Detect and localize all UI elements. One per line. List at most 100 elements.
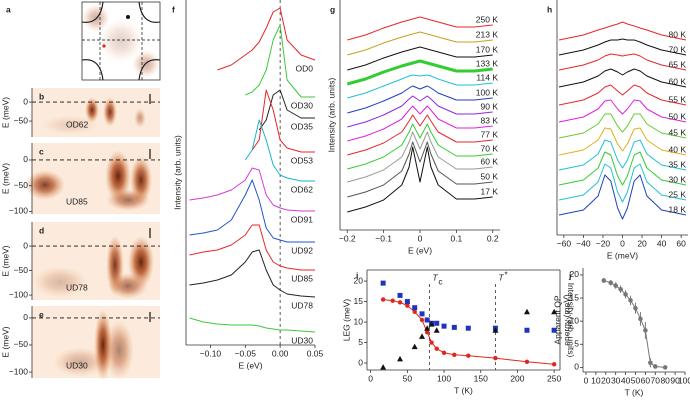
curve-label: OD0	[296, 63, 314, 73]
curve-label: UD85	[291, 273, 313, 283]
y-axis-label: E (meV)	[0, 97, 10, 128]
x-tick-label: 0	[418, 233, 423, 243]
y-tick-label: −50	[14, 265, 29, 275]
panel-letter: g	[330, 4, 335, 14]
arpes-intensity	[103, 97, 117, 127]
data-point	[466, 353, 471, 358]
data-point	[623, 292, 628, 297]
sample-label: OD62	[66, 119, 88, 129]
arpes-intensity	[106, 189, 150, 211]
y-axis-label: Apparent QP	[552, 295, 562, 344]
sample-label: UD85	[66, 196, 88, 206]
panel-letter: d	[39, 225, 44, 235]
curve-label: 114 K	[476, 72, 498, 82]
data-point	[601, 278, 607, 283]
x-tick-label: −20	[596, 238, 611, 248]
curve-label: UD78	[291, 300, 313, 310]
curve-label: 18 K	[669, 204, 687, 214]
y-tick-label: 5	[574, 339, 579, 349]
spectrum	[189, 224, 315, 271]
panel-letter: c	[39, 146, 44, 156]
x-tick-label: −0.05	[235, 348, 257, 358]
curve-label: UD30	[291, 335, 313, 345]
arpes-intensity	[134, 108, 146, 128]
curve-label: 50 K	[481, 171, 499, 181]
curve-label: 35 K	[669, 159, 687, 169]
y-axis-label: E (meV)	[0, 245, 10, 276]
spectrum	[189, 317, 316, 333]
map-marker	[102, 44, 106, 48]
curve-label: 250 K	[476, 14, 499, 24]
spectrum	[347, 95, 493, 128]
data-point	[662, 365, 668, 370]
arpes-intensity	[105, 150, 131, 202]
data-point	[608, 280, 614, 286]
spectrum	[258, 89, 315, 131]
spectrum	[347, 141, 493, 198]
x-tick-label: 100	[678, 375, 690, 385]
annotation-sub: c	[438, 276, 443, 286]
spectrum	[347, 146, 493, 213]
x-tick-label: 20	[601, 375, 611, 385]
panel-letter: j	[568, 270, 571, 280]
data-point	[465, 325, 471, 331]
data-point	[390, 298, 395, 303]
spectrum	[558, 68, 687, 88]
x-tick-label: 0	[368, 373, 373, 383]
fermi-surface-map	[81, 1, 161, 81]
spectrum	[189, 179, 315, 243]
curve-label: 70 K	[481, 143, 499, 153]
curve-label: OD91	[291, 214, 313, 224]
panel-letter: b	[39, 91, 44, 101]
data-point	[433, 327, 440, 333]
x-tick-label: −0.2	[339, 233, 356, 243]
x-tick-label: 90	[670, 375, 680, 385]
curve-label: 77 K	[481, 129, 499, 139]
curve-label: 80 K	[669, 29, 687, 39]
data-point	[551, 308, 558, 315]
spectrum	[347, 131, 493, 183]
arpes-intensity	[85, 97, 99, 123]
curve-label: OD62	[291, 184, 313, 194]
spectrum	[558, 53, 687, 71]
data-point	[648, 360, 653, 366]
curve-label: 50 K	[669, 111, 687, 121]
arpes-intensity	[108, 273, 148, 299]
curve-label: UD92	[291, 245, 313, 255]
x-tick-label: 0	[584, 375, 589, 385]
curve-label: 170 K	[476, 44, 499, 54]
y-tick-label: 0	[23, 240, 28, 250]
annotation: T	[432, 272, 438, 282]
y-tick-label: 15	[354, 296, 364, 306]
y-axis-label: Intensity (arb. units)	[172, 135, 182, 210]
y-tick-label: 0	[574, 362, 579, 372]
spectrum	[558, 113, 687, 139]
data-point	[397, 292, 403, 298]
panel-letter: i	[356, 270, 358, 280]
spectrum	[558, 127, 687, 156]
y-tick-label: 20	[570, 269, 580, 279]
data-point	[434, 346, 439, 351]
data-point	[613, 283, 618, 288]
y-axis-label: E (meV)	[0, 163, 10, 194]
x-axis-label: T (K)	[625, 387, 644, 397]
data-point	[441, 323, 447, 329]
arpes-intensity	[40, 115, 100, 135]
spectrum	[346, 59, 493, 86]
y-tick-label: 20	[354, 275, 364, 285]
spectrum	[347, 105, 493, 142]
curve-label: 55 K	[669, 94, 687, 104]
data-point	[380, 364, 387, 370]
spectrum	[217, 7, 316, 71]
x-tick-label: 40	[621, 375, 631, 385]
curve-label: 45 K	[669, 127, 687, 137]
spectrum	[558, 163, 687, 203]
spectrum	[347, 85, 493, 114]
fermi-contour	[81, 1, 161, 81]
x-tick-label: 100	[437, 373, 451, 383]
annotation: T	[498, 272, 504, 282]
y-tick-label: 10	[570, 315, 580, 325]
x-tick-label: 0.05	[307, 348, 324, 358]
y-tick-label: −100	[9, 366, 28, 376]
data-point	[428, 321, 435, 327]
